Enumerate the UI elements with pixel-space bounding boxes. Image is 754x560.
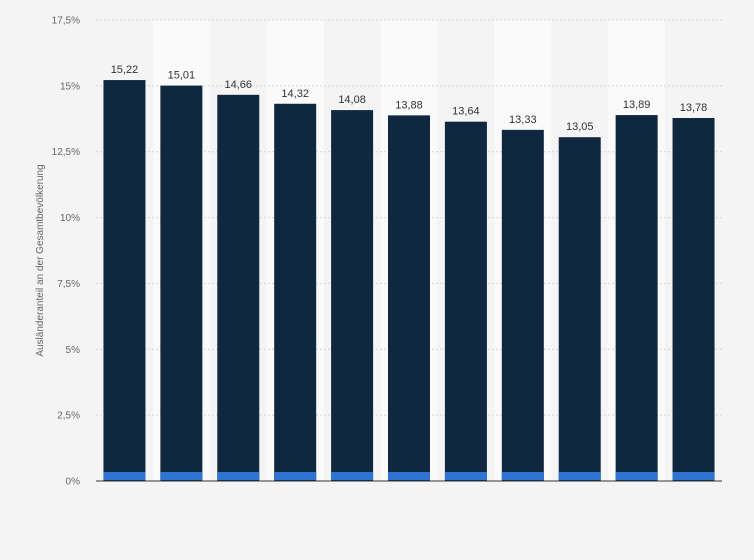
bar[interactable] [103, 80, 146, 482]
data-label: 13,33 [509, 114, 537, 126]
bar[interactable] [672, 117, 715, 482]
bar[interactable] [160, 85, 203, 481]
data-label: 14,66 [225, 79, 253, 91]
data-label: 14,32 [281, 88, 309, 100]
bar-base-segment [388, 472, 430, 480]
bar-base-segment [160, 472, 203, 480]
y-tick-label: 15% [60, 81, 80, 92]
bars [103, 80, 715, 482]
data-label: 13,78 [680, 102, 708, 114]
y-axis-title: Ausländeranteil an der Gesamtbevölkerung [35, 164, 46, 356]
y-tick-label: 0% [66, 477, 81, 488]
data-label: 13,05 [566, 121, 594, 133]
bar[interactable] [558, 137, 601, 481]
y-tick-label: 17,5% [52, 16, 80, 27]
y-axis-ticks: 0% 2,5% 5% 7,5% 10% 12,5% 15% 17,5% [52, 16, 80, 488]
data-label: 14,08 [338, 94, 366, 106]
bar[interactable] [274, 103, 317, 481]
bar-base-segment [558, 472, 601, 480]
data-labels: 15,22 15,01 14,66 14,32 14,08 13,88 13,64 13,33… [111, 64, 708, 133]
bar-base-segment [615, 472, 658, 480]
bar-base-segment [501, 472, 544, 480]
bar-base-segment [331, 472, 374, 480]
data-label: 13,88 [395, 99, 423, 111]
y-tick-label: 7,5% [57, 279, 80, 290]
bar-base-segment [274, 472, 317, 480]
bar-base-segment [672, 472, 715, 480]
data-label: 15,22 [111, 64, 139, 76]
y-tick-label: 2,5% [57, 411, 80, 422]
bar-base-segment [444, 472, 487, 480]
data-label: 13,64 [452, 106, 480, 118]
y-tick-label: 12,5% [52, 147, 80, 158]
y-tick-label: 10% [60, 213, 80, 224]
bar[interactable] [217, 94, 260, 481]
y-tick-label: 5% [66, 345, 81, 356]
bar-base-segment [217, 472, 260, 480]
bar-base-segment [103, 472, 146, 480]
bar[interactable] [444, 121, 487, 482]
bar[interactable] [388, 115, 430, 481]
bar[interactable] [501, 129, 544, 481]
data-label: 15,01 [168, 70, 196, 82]
bar[interactable] [331, 110, 374, 481]
data-label: 13,89 [623, 99, 651, 111]
bar[interactable] [615, 115, 658, 481]
